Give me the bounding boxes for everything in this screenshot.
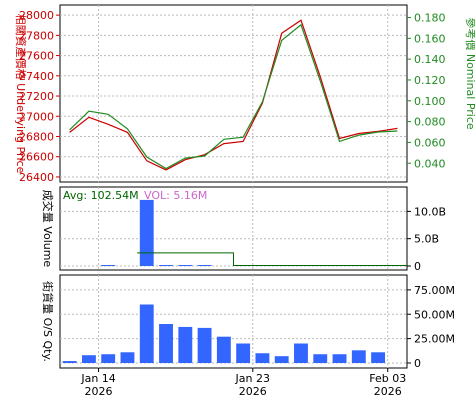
os-qty-tick-label: 0 — [414, 357, 421, 370]
os-qty-tick-label: 25.00M — [414, 333, 455, 346]
os-qty-bar — [62, 361, 77, 363]
volume-bar — [178, 265, 193, 266]
left-tick-label: 26600 — [19, 151, 54, 164]
volume-tick-label: 10.0B — [414, 205, 446, 218]
left-tick-label: 27600 — [19, 50, 54, 63]
x-tick-label-date: Jan 14 — [80, 372, 115, 385]
left-tick-label: 27200 — [19, 90, 54, 103]
nominal-price-line — [69, 23, 398, 170]
underlying-price-line — [69, 19, 398, 171]
left-tick-label: 26800 — [19, 130, 54, 143]
os-qty-bar — [101, 354, 116, 363]
os-qty-tick-label: 75.00M — [414, 284, 455, 297]
left-tick-label: 27400 — [19, 70, 54, 83]
x-tick-label-year: 2026 — [374, 385, 402, 398]
right-tick-label: 0.080 — [414, 116, 446, 129]
left-tick-label: 27800 — [19, 29, 54, 42]
volume-axis-label: 成交量 Volume — [41, 190, 55, 268]
left-tick-label: 27000 — [19, 110, 54, 123]
volume-bar — [197, 265, 212, 266]
x-tick-label-year: 2026 — [85, 385, 113, 398]
os-qty-bar — [159, 324, 173, 363]
os-qty-bar — [236, 343, 251, 363]
x-tick-label-year: 2026 — [239, 385, 267, 398]
volume-tick-label: 0 — [414, 260, 421, 273]
os-qty-bar — [255, 353, 270, 363]
os-qty-bar — [216, 336, 231, 363]
left-tick-label: 28000 — [19, 9, 54, 22]
os-qty-bar — [197, 327, 212, 363]
right-tick-label: 0.120 — [414, 74, 446, 87]
right-tick-label: 0.180 — [414, 11, 446, 24]
right-tick-label: 0.160 — [414, 32, 446, 45]
os-qty-axis-label: 街貨量 O/S Qty. — [41, 281, 55, 362]
right-tick-label: 0.040 — [414, 157, 446, 170]
os-qty-bar — [371, 352, 386, 363]
os-qty-bar — [139, 304, 154, 363]
x-tick-label-date: Jan 23 — [235, 372, 270, 385]
os-qty-bar — [178, 326, 193, 363]
right-tick-label: 0.100 — [414, 95, 446, 108]
volume-tick-label: 5.0B — [414, 233, 439, 246]
volume-bar — [139, 199, 154, 266]
nominal-price-axis-label: 參考價 Nominal Price — [464, 17, 475, 130]
os-qty-bar — [294, 343, 308, 363]
x-tick-label-date: Feb 03 — [369, 372, 406, 385]
underlying-price-axis-label: 相關資產價格 Underlying Price — [14, 14, 28, 174]
volume-bar — [159, 265, 173, 266]
volume-avg-line — [137, 252, 407, 266]
current-volume-annotation: VOL: 5.16M — [144, 189, 207, 202]
os-qty-bar — [313, 354, 328, 363]
os-qty-tick-label: 50.00M — [414, 308, 455, 321]
os-qty-bar — [81, 355, 96, 363]
os-qty-bar — [274, 356, 289, 363]
avg-volume-annotation: Avg: 102.54M — [63, 189, 139, 202]
os-qty-bar — [120, 352, 135, 363]
left-tick-label: 26400 — [19, 171, 54, 184]
volume-bar — [101, 265, 116, 266]
panel-frame-1 — [59, 4, 408, 183]
os-qty-bar — [351, 350, 366, 363]
right-tick-label: 0.060 — [414, 136, 446, 149]
right-tick-label: 0.140 — [414, 53, 446, 66]
panel-frame-3 — [59, 274, 408, 369]
os-qty-bar — [332, 354, 347, 363]
